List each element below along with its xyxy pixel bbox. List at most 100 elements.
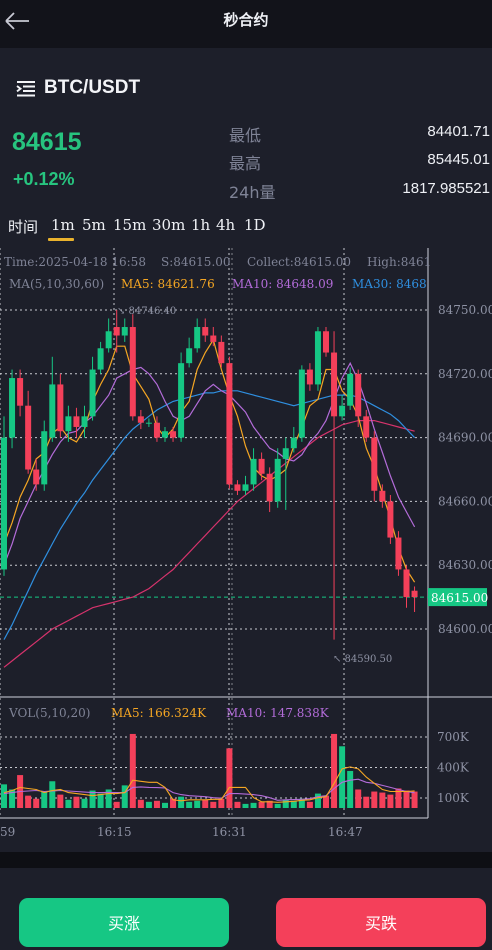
candle-body	[49, 384, 56, 438]
volume-bar	[339, 746, 346, 808]
volume-bar	[57, 794, 64, 808]
candle-body	[226, 363, 233, 485]
volume-bar	[306, 801, 313, 808]
volume-tick-label: 100K	[437, 791, 470, 805]
candle-body	[162, 431, 168, 438]
info-s: S:84615.00	[161, 255, 231, 269]
menu-list-icon[interactable]	[16, 79, 36, 99]
back-arrow-icon[interactable]	[4, 8, 30, 34]
volume-bar	[25, 795, 32, 808]
volume-bar	[41, 791, 48, 808]
volume-bar	[226, 748, 233, 808]
tab-5m[interactable]: 5m	[82, 216, 106, 234]
volume-bar	[411, 791, 418, 808]
tab-1h[interactable]: 1h	[191, 216, 211, 234]
candle-body	[25, 405, 32, 470]
volume-tick-label: 700K	[437, 730, 470, 744]
volume-bar	[1, 784, 7, 808]
ma30-legend: MA30: 8468	[352, 277, 427, 291]
price-tick-label: 84600.00	[438, 622, 492, 636]
volume-bar	[403, 790, 410, 808]
ma60-line	[3, 420, 415, 668]
ma-legend-label: MA(5,10,30,60)	[9, 277, 104, 291]
candle-body	[81, 416, 88, 427]
tab-time[interactable]: 时间	[8, 218, 39, 236]
candle-body	[331, 352, 338, 417]
ma10-legend: MA10: 84648.09	[232, 277, 333, 291]
candle-body	[242, 484, 249, 491]
candle-body	[379, 490, 386, 502]
price-tick-label: 84690.00	[438, 431, 492, 445]
tab-30m[interactable]: 30m	[152, 216, 186, 234]
tab-1d[interactable]: 1D	[244, 216, 266, 234]
volume-bar	[113, 801, 120, 808]
volume-bar	[258, 801, 265, 808]
low-marker-label: ↖ 84590.50	[333, 654, 392, 665]
tab-1m[interactable]: 1m	[51, 216, 75, 234]
buy-down-button[interactable]: 买跌	[276, 898, 486, 947]
tab-4h[interactable]: 4h	[216, 216, 236, 234]
volume-bar	[65, 799, 72, 808]
stat-volume-value: 1817.985521	[402, 180, 490, 197]
volume-ma5-line	[3, 766, 415, 803]
vol-ma5-legend: MA5: 166.324K	[111, 706, 207, 720]
buy-up-button[interactable]: 买涨	[19, 898, 229, 947]
candle-body	[266, 473, 273, 502]
trading-pair[interactable]: BTC/USDT	[44, 77, 141, 98]
volume-bar	[298, 798, 305, 808]
candle-body	[170, 431, 177, 438]
volume-bar	[387, 794, 394, 808]
candle-body	[17, 378, 24, 406]
volume-bar	[121, 785, 128, 808]
candle-body	[218, 341, 225, 364]
candle-body	[65, 416, 72, 432]
volume-bar	[274, 803, 281, 808]
volume-bar	[314, 793, 321, 808]
volume-bar	[234, 801, 241, 808]
current-price-tag: 84615.00	[431, 591, 488, 605]
candle-body	[355, 373, 362, 417]
info-time: Time:2025-04-18 16:58	[4, 255, 146, 269]
vol-legend-label: VOL(5,10,20)	[8, 706, 90, 720]
price-tick-label: 84750.00	[438, 303, 492, 317]
candle-body	[153, 422, 160, 438]
price-change: +0.12%	[13, 169, 75, 189]
candle-body	[33, 469, 40, 485]
volume-bar	[162, 802, 168, 808]
volume-bar	[73, 796, 80, 808]
volume-bar	[202, 799, 209, 808]
current-price-tag-bg	[428, 588, 487, 607]
kline-chart[interactable]: Time:2025-04-18 16:58 S:84615.00 Collect…	[0, 245, 492, 845]
volume-bar	[210, 801, 217, 808]
ma10-line	[3, 361, 416, 566]
chart-background	[0, 245, 492, 845]
volume-bar	[33, 798, 40, 808]
volume-bar	[153, 800, 160, 808]
candle-body	[282, 448, 289, 459]
candle-body	[9, 378, 16, 438]
candle-body	[371, 437, 378, 491]
high-marker-label: ↘ 84746.40	[117, 306, 176, 317]
candle-body	[274, 458, 281, 502]
volume-bar	[379, 792, 386, 808]
candle-body	[145, 422, 152, 424]
volume-bar	[178, 796, 185, 808]
top-bar: 秒合约	[0, 0, 492, 48]
candle-body	[339, 405, 346, 417]
candle-body	[210, 335, 217, 342]
volume-ma10-line	[3, 778, 415, 801]
candle-body	[137, 416, 144, 423]
candle-body	[186, 348, 193, 364]
candle-body	[314, 331, 321, 385]
candle-body	[97, 348, 104, 370]
tab-15m[interactable]: 15m	[113, 216, 147, 234]
price-tick-label: 84720.00	[438, 367, 492, 381]
volume-bar	[266, 800, 273, 808]
candle-body	[290, 437, 297, 449]
time-tick-label: 59	[0, 825, 15, 839]
volume-bar	[137, 799, 144, 808]
volume-bar	[363, 796, 370, 808]
candle-body	[250, 458, 257, 485]
candle-body	[73, 416, 80, 427]
volume-bar	[105, 789, 112, 808]
